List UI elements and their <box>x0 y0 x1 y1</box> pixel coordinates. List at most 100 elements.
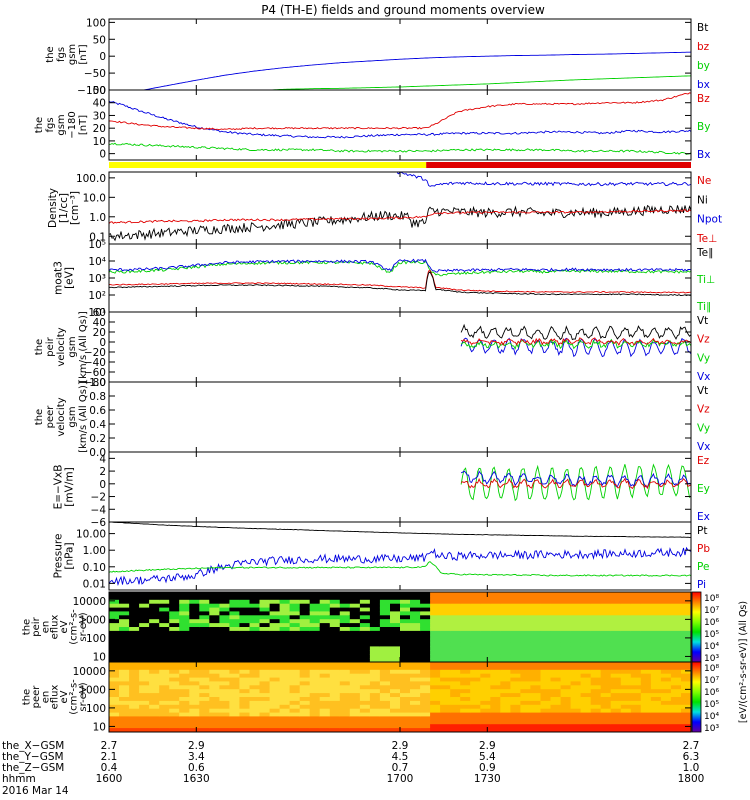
peir_eflux-cell <box>560 654 572 659</box>
peer_eflux-cell <box>139 704 150 710</box>
peir_eflux-cell <box>319 607 331 613</box>
peir_eflux-cell <box>239 650 250 655</box>
peir_eflux-cell <box>640 630 652 636</box>
peir_eflux-cell <box>369 642 381 648</box>
peir_eflux-cell <box>630 603 642 609</box>
peir_eflux-cell <box>530 595 541 601</box>
peer_eflux-cell <box>510 720 521 725</box>
peer_eflux-cell <box>339 724 351 729</box>
peer_eflux-cell <box>329 704 341 710</box>
peir_eflux-cell <box>681 611 691 616</box>
peir_eflux-cell <box>600 646 612 651</box>
peer_eflux-cell <box>670 689 682 694</box>
peer_eflux-cell <box>630 704 642 710</box>
peer_eflux-cell <box>189 669 200 675</box>
peir_eflux-cell <box>500 658 511 662</box>
peir_eflux-cell <box>540 599 552 605</box>
peer_eflux-cell <box>470 693 481 698</box>
peer_eflux-cell <box>510 697 521 702</box>
peer_eflux-cell <box>490 712 501 718</box>
density-tick-label: 10.0 <box>83 192 106 204</box>
peer_eflux-cell <box>400 716 411 721</box>
peir_eflux-cell <box>379 642 391 648</box>
peir_eflux-cell <box>490 650 501 655</box>
peir_eflux-cell <box>550 603 562 609</box>
peer_eflux-cell <box>149 677 160 683</box>
fgs_gse-ylabel-line: fgs <box>45 117 56 132</box>
peir_eflux-cell <box>510 650 521 655</box>
peir_eflux-cell <box>229 623 240 628</box>
peer_eflux-cell <box>279 704 291 710</box>
peer_eflux-cell <box>570 700 582 706</box>
peir_eflux-cell <box>390 658 401 662</box>
peir_eflux-cell <box>420 603 431 609</box>
peer_eflux-cell <box>670 724 682 729</box>
peer_eflux-cell <box>510 685 521 690</box>
peer_eflux-cell <box>450 716 461 721</box>
peer_eflux-cell <box>580 724 592 729</box>
peer_eflux-cell <box>139 700 150 706</box>
chart-title: P4 (TH-E) fields and ground moments over… <box>261 3 545 17</box>
peir_eflux-cell <box>189 615 200 620</box>
peir_eflux-cell <box>369 634 381 640</box>
peer_eflux-cell <box>600 712 612 718</box>
peer_eflux-cell <box>580 712 592 718</box>
peer_eflux-cell <box>229 704 240 710</box>
peir_eflux-cell <box>560 619 572 624</box>
x-tick-label: 2.9 <box>479 740 496 752</box>
peer_eflux-cell <box>319 697 331 702</box>
peer_eflux-cell <box>319 716 331 721</box>
peer_eflux-cell <box>540 669 552 675</box>
peir_eflux-cell <box>189 642 200 648</box>
legend-Te⊥: Te⊥ <box>696 233 717 245</box>
peer_eflux-cell <box>470 669 481 675</box>
peir_eflux-cell <box>560 630 572 636</box>
peir_eflux-cell <box>159 646 170 651</box>
peer_eflux-cell <box>500 669 511 675</box>
peer_eflux-cell <box>450 720 461 725</box>
peer_eflux-cell <box>480 693 491 698</box>
peir_eflux-cell <box>229 658 240 662</box>
peir_eflux-cell <box>259 615 271 620</box>
peir_eflux-cell <box>289 607 301 613</box>
peer_eflux-cell <box>410 665 421 671</box>
peir_eflux-cell <box>560 650 572 655</box>
peir_eflux-cell <box>269 592 281 597</box>
peir_eflux-cell <box>530 611 541 616</box>
peer_eflux-cell <box>209 720 220 725</box>
peir_eflux-cell <box>530 638 541 644</box>
peer_eflux-cell <box>650 677 662 683</box>
peer_eflux-cell <box>450 689 461 694</box>
peer_eflux-cell <box>189 665 200 671</box>
peer_eflux-cell <box>400 689 411 694</box>
peir_eflux-cell <box>420 607 431 613</box>
efield-traces <box>460 463 691 502</box>
peer_eflux-cell <box>670 697 682 702</box>
peir_eflux-cell <box>369 615 381 620</box>
peir_eflux-cell <box>390 638 401 644</box>
peer_eflux-cell <box>309 720 321 725</box>
peir_eflux-cell <box>299 599 311 605</box>
peer_eflux-cell <box>319 681 331 686</box>
peir_eflux-cell <box>530 658 541 662</box>
peir_eflux-cell <box>681 599 691 605</box>
peer_eflux-cell <box>660 700 672 706</box>
legend-Ni: Ni <box>697 194 708 206</box>
fgs-ylabel: thefgsgsm[nT] <box>45 44 89 65</box>
peer_eflux-cell <box>189 700 200 706</box>
peir_eflux-cell <box>189 638 200 644</box>
peir_eflux-cell <box>249 615 261 620</box>
peer_eflux-cell <box>590 712 602 718</box>
peir_eflux-ylabel-line: the <box>21 619 32 635</box>
peer_eflux-cell <box>640 728 652 732</box>
peer_eflux-cell <box>189 662 200 667</box>
peer_eflux-cell <box>269 685 281 690</box>
legend-By: By <box>697 121 710 133</box>
peir_eflux-cell <box>169 607 180 613</box>
peir_eflux-cell <box>329 654 341 659</box>
peir_eflux-cell <box>269 658 281 662</box>
peir_eflux-cell <box>500 611 511 616</box>
peer_eflux-cell <box>660 669 672 675</box>
peer_eflux-cell <box>450 677 461 683</box>
x-tick-label: 0.6 <box>188 762 205 774</box>
